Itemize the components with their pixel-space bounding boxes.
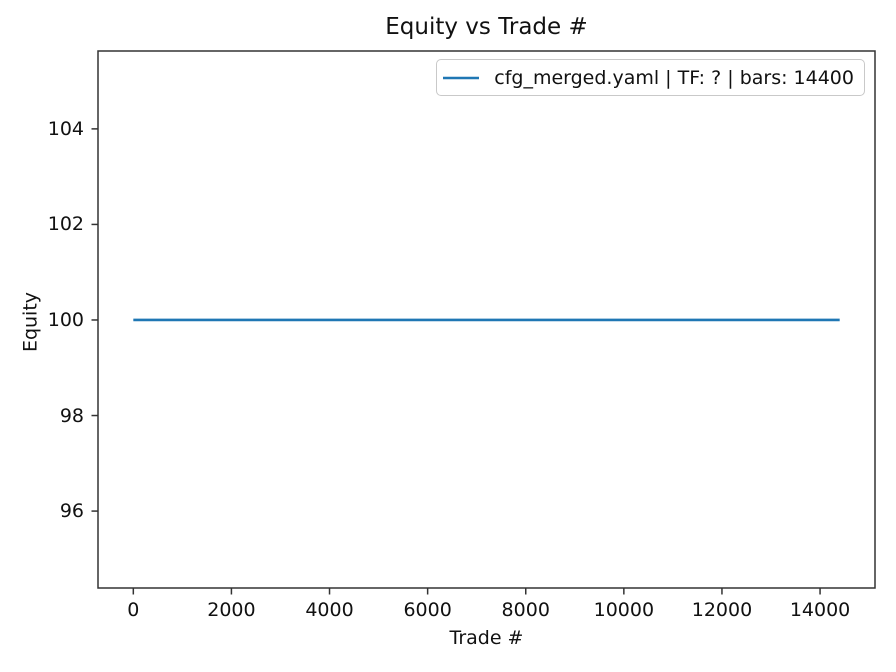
legend-line-sample-icon bbox=[443, 76, 480, 79]
x-axis-label: Trade # bbox=[449, 627, 524, 649]
y-tick-label: 104 bbox=[47, 117, 84, 140]
chart-title: Equity vs Trade # bbox=[385, 14, 588, 40]
y-tick-label: 98 bbox=[59, 404, 84, 427]
y-tick-label: 96 bbox=[59, 500, 84, 523]
x-tick-label: 0 bbox=[127, 599, 140, 621]
legend-series-label: cfg_merged.yaml | TF: ? | bars: 14400 bbox=[494, 66, 854, 89]
x-tick-label: 2000 bbox=[207, 599, 256, 621]
x-tick-label: 8000 bbox=[501, 599, 550, 621]
x-tick-label: 12000 bbox=[691, 599, 753, 621]
x-tick-label: 10000 bbox=[593, 599, 655, 621]
y-tick-label: 100 bbox=[47, 308, 84, 331]
legend: cfg_merged.yaml | TF: ? | bars: 14400 bbox=[436, 59, 865, 96]
x-tick-label: 14000 bbox=[789, 599, 851, 621]
y-tick-label: 102 bbox=[47, 213, 84, 236]
x-tick-label: 6000 bbox=[403, 599, 452, 621]
x-tick-label: 4000 bbox=[305, 599, 354, 621]
